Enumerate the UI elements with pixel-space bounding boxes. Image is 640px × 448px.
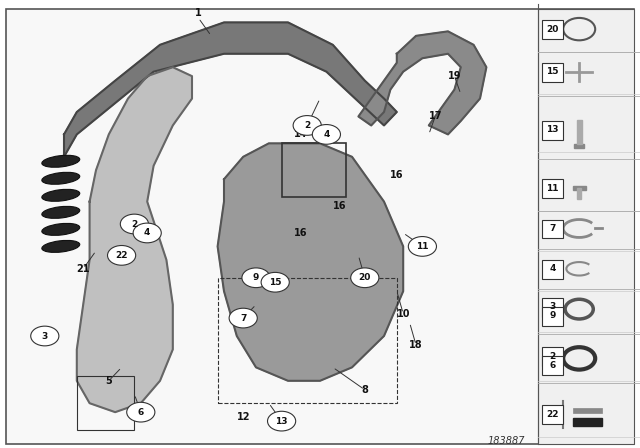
Ellipse shape	[42, 172, 80, 184]
Text: 2: 2	[549, 352, 556, 361]
Ellipse shape	[42, 190, 80, 201]
Bar	[542, 20, 563, 39]
Bar	[542, 63, 563, 82]
FancyBboxPatch shape	[6, 9, 634, 444]
Ellipse shape	[42, 207, 80, 218]
Bar	[573, 418, 602, 426]
Circle shape	[127, 402, 155, 422]
Text: 1: 1	[195, 9, 202, 18]
Text: 16: 16	[332, 201, 346, 211]
Text: 2: 2	[131, 220, 138, 228]
Circle shape	[293, 116, 321, 135]
Text: 9: 9	[549, 311, 556, 320]
Polygon shape	[77, 67, 192, 412]
Circle shape	[31, 326, 59, 346]
Bar	[542, 405, 563, 424]
Text: 2: 2	[304, 121, 310, 130]
Text: 17: 17	[428, 112, 442, 121]
Text: 6: 6	[549, 361, 556, 370]
Text: 20: 20	[546, 25, 559, 34]
Text: 9: 9	[253, 273, 259, 282]
Bar	[574, 144, 584, 148]
Bar	[542, 356, 563, 375]
Bar	[542, 179, 563, 198]
Bar	[542, 260, 563, 279]
Ellipse shape	[42, 155, 80, 167]
Text: 7: 7	[240, 314, 246, 323]
Bar	[542, 307, 563, 326]
Text: 8: 8	[362, 385, 368, 395]
Polygon shape	[218, 143, 403, 381]
Circle shape	[242, 268, 270, 288]
Text: 15: 15	[269, 278, 282, 287]
Bar	[577, 120, 582, 144]
Bar	[542, 298, 563, 317]
Text: 183887: 183887	[487, 436, 525, 446]
Text: 20: 20	[544, 25, 556, 34]
Text: 3: 3	[42, 332, 48, 340]
Text: 14: 14	[294, 129, 308, 139]
Circle shape	[268, 411, 296, 431]
Text: 12: 12	[236, 412, 250, 422]
Text: 22: 22	[544, 410, 557, 419]
Circle shape	[229, 308, 257, 328]
Text: 5: 5	[106, 376, 112, 386]
Bar	[218, 278, 397, 403]
Text: 11: 11	[544, 184, 557, 193]
Circle shape	[261, 272, 289, 292]
FancyBboxPatch shape	[538, 9, 634, 444]
Text: 13: 13	[275, 417, 288, 426]
Text: 15: 15	[544, 67, 557, 76]
Text: 20: 20	[358, 273, 371, 282]
Text: 18: 18	[409, 340, 423, 350]
Circle shape	[120, 214, 148, 234]
Text: 10: 10	[396, 309, 410, 319]
Text: 4: 4	[144, 228, 150, 237]
Circle shape	[408, 237, 436, 256]
Text: 11: 11	[546, 184, 559, 193]
Text: 3
9: 3 9	[544, 299, 550, 319]
Bar	[282, 143, 346, 197]
Text: 3: 3	[549, 302, 556, 311]
Text: 15: 15	[546, 67, 559, 76]
Text: 6: 6	[138, 408, 144, 417]
Bar	[77, 376, 134, 430]
Bar	[573, 186, 586, 190]
Text: 4: 4	[549, 264, 556, 273]
Polygon shape	[64, 22, 397, 157]
Text: 22: 22	[115, 251, 128, 260]
Circle shape	[108, 246, 136, 265]
Text: 4: 4	[323, 130, 330, 139]
Circle shape	[133, 223, 161, 243]
Text: 13: 13	[544, 125, 557, 134]
Text: 11: 11	[416, 242, 429, 251]
Text: 21: 21	[76, 264, 90, 274]
Ellipse shape	[42, 241, 80, 252]
Text: 16: 16	[294, 228, 308, 238]
Text: 13: 13	[546, 125, 559, 134]
Bar	[577, 188, 581, 199]
Text: 19: 19	[447, 71, 461, 81]
Text: 4: 4	[544, 264, 550, 273]
Bar	[542, 347, 563, 366]
Text: 2
6: 2 6	[544, 349, 550, 368]
Text: 7: 7	[549, 224, 556, 233]
Ellipse shape	[42, 224, 80, 235]
Text: 7: 7	[544, 224, 550, 233]
Bar	[542, 220, 563, 238]
Text: 22: 22	[546, 410, 559, 419]
Bar	[573, 408, 602, 413]
Circle shape	[351, 268, 379, 288]
Circle shape	[312, 125, 340, 144]
Polygon shape	[358, 31, 486, 134]
Text: 14: 14	[294, 125, 308, 134]
Bar	[542, 121, 563, 140]
Text: 16: 16	[390, 170, 404, 180]
